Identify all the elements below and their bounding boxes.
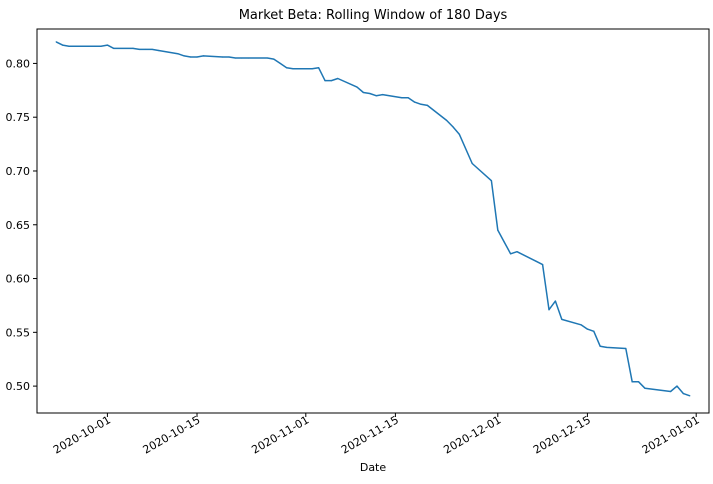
- y-tick-label: 0.50: [6, 380, 31, 393]
- data-point: [183, 55, 185, 57]
- data-point: [548, 309, 550, 311]
- data-point: [266, 57, 268, 59]
- data-point: [606, 346, 608, 348]
- data-point: [510, 253, 512, 255]
- y-tick-label: 0.65: [6, 219, 31, 232]
- data-point: [490, 180, 492, 182]
- series-layer: [55, 41, 691, 397]
- data-point: [676, 385, 678, 387]
- data-point: [106, 44, 108, 46]
- series-line: [55, 41, 691, 397]
- data-point: [426, 104, 428, 106]
- data-point: [190, 56, 192, 58]
- y-tick-label: 0.55: [6, 326, 31, 339]
- plot-area-frame: [36, 28, 710, 414]
- data-point: [535, 260, 537, 262]
- data-point: [401, 97, 403, 99]
- data-point: [580, 324, 582, 326]
- data-point: [158, 49, 160, 52]
- data-point: [247, 57, 249, 59]
- x-tick-label: 2020-12-15: [531, 413, 593, 456]
- data-point: [407, 97, 409, 99]
- data-point: [356, 86, 358, 88]
- data-point: [382, 94, 384, 96]
- data-point: [682, 393, 685, 395]
- data-point: [337, 77, 339, 80]
- data-point: [554, 300, 557, 302]
- y-tick-label: 0.70: [6, 165, 31, 178]
- data-point: [586, 328, 589, 330]
- data-point: [593, 330, 595, 332]
- x-tick-label: 2021-01-01: [640, 413, 702, 456]
- x-tick-label: 2020-10-15: [141, 413, 203, 456]
- data-point: [292, 68, 294, 70]
- data-point: [132, 47, 134, 49]
- data-point: [311, 68, 313, 70]
- x-tick-label: 2020-11-01: [249, 413, 311, 456]
- y-tick-label: 0.60: [6, 273, 31, 286]
- data-point: [689, 395, 691, 397]
- data-point: [330, 80, 332, 82]
- data-point: [94, 45, 96, 47]
- data-point: [286, 67, 288, 69]
- data-point: [497, 229, 499, 231]
- data-point: [638, 381, 640, 383]
- data-point: [196, 56, 198, 58]
- data-point: [625, 347, 627, 350]
- y-tick-label: 0.80: [6, 57, 31, 70]
- data-point: [87, 45, 89, 47]
- data-point: [561, 318, 563, 321]
- data-point: [234, 57, 236, 59]
- data-point: [375, 95, 377, 97]
- data-point: [599, 345, 601, 347]
- data-point: [644, 387, 646, 389]
- data-point: [452, 126, 454, 128]
- chart-title: Market Beta: Rolling Window of 180 Days: [239, 8, 508, 23]
- x-axis-label: Date: [360, 461, 387, 474]
- data-point: [113, 47, 115, 49]
- data-point: [273, 58, 275, 60]
- x-tick-label: 2020-11-15: [339, 413, 401, 456]
- x-axis: 2020-10-01 2020-10-15 2020-11-01 2020-11-15…: [51, 413, 702, 457]
- y-axis: 0.50 0.55 0.60 0.65 0.70 0.75 0.80: [6, 57, 37, 393]
- data-point: [324, 80, 326, 82]
- data-point: [138, 48, 140, 51]
- data-point: [68, 45, 70, 47]
- data-point: [670, 390, 672, 393]
- data-point: [542, 263, 544, 266]
- data-point: [318, 67, 320, 69]
- data-point: [228, 56, 230, 58]
- data-point: [458, 133, 460, 136]
- data-point: [516, 251, 518, 253]
- data-point: [62, 44, 64, 46]
- data-point: [202, 55, 204, 57]
- data-point: [503, 241, 505, 243]
- data-point: [362, 91, 364, 94]
- data-point: [55, 41, 57, 43]
- data-point: [631, 381, 633, 383]
- x-tick-label: 2020-10-01: [51, 413, 113, 456]
- data-point: [100, 45, 102, 47]
- data-point: [369, 92, 371, 95]
- data-point: [177, 53, 179, 55]
- data-point: [222, 56, 224, 58]
- data-point: [446, 119, 448, 122]
- data-point: [420, 103, 422, 105]
- data-point: [414, 101, 416, 103]
- y-tick-label: 0.75: [6, 111, 31, 124]
- data-point: [471, 162, 473, 165]
- data-point: [241, 57, 243, 59]
- data-point: [279, 62, 281, 65]
- data-point: [151, 48, 153, 51]
- data-point: [145, 48, 147, 51]
- x-tick-label: 2020-12-01: [441, 413, 503, 456]
